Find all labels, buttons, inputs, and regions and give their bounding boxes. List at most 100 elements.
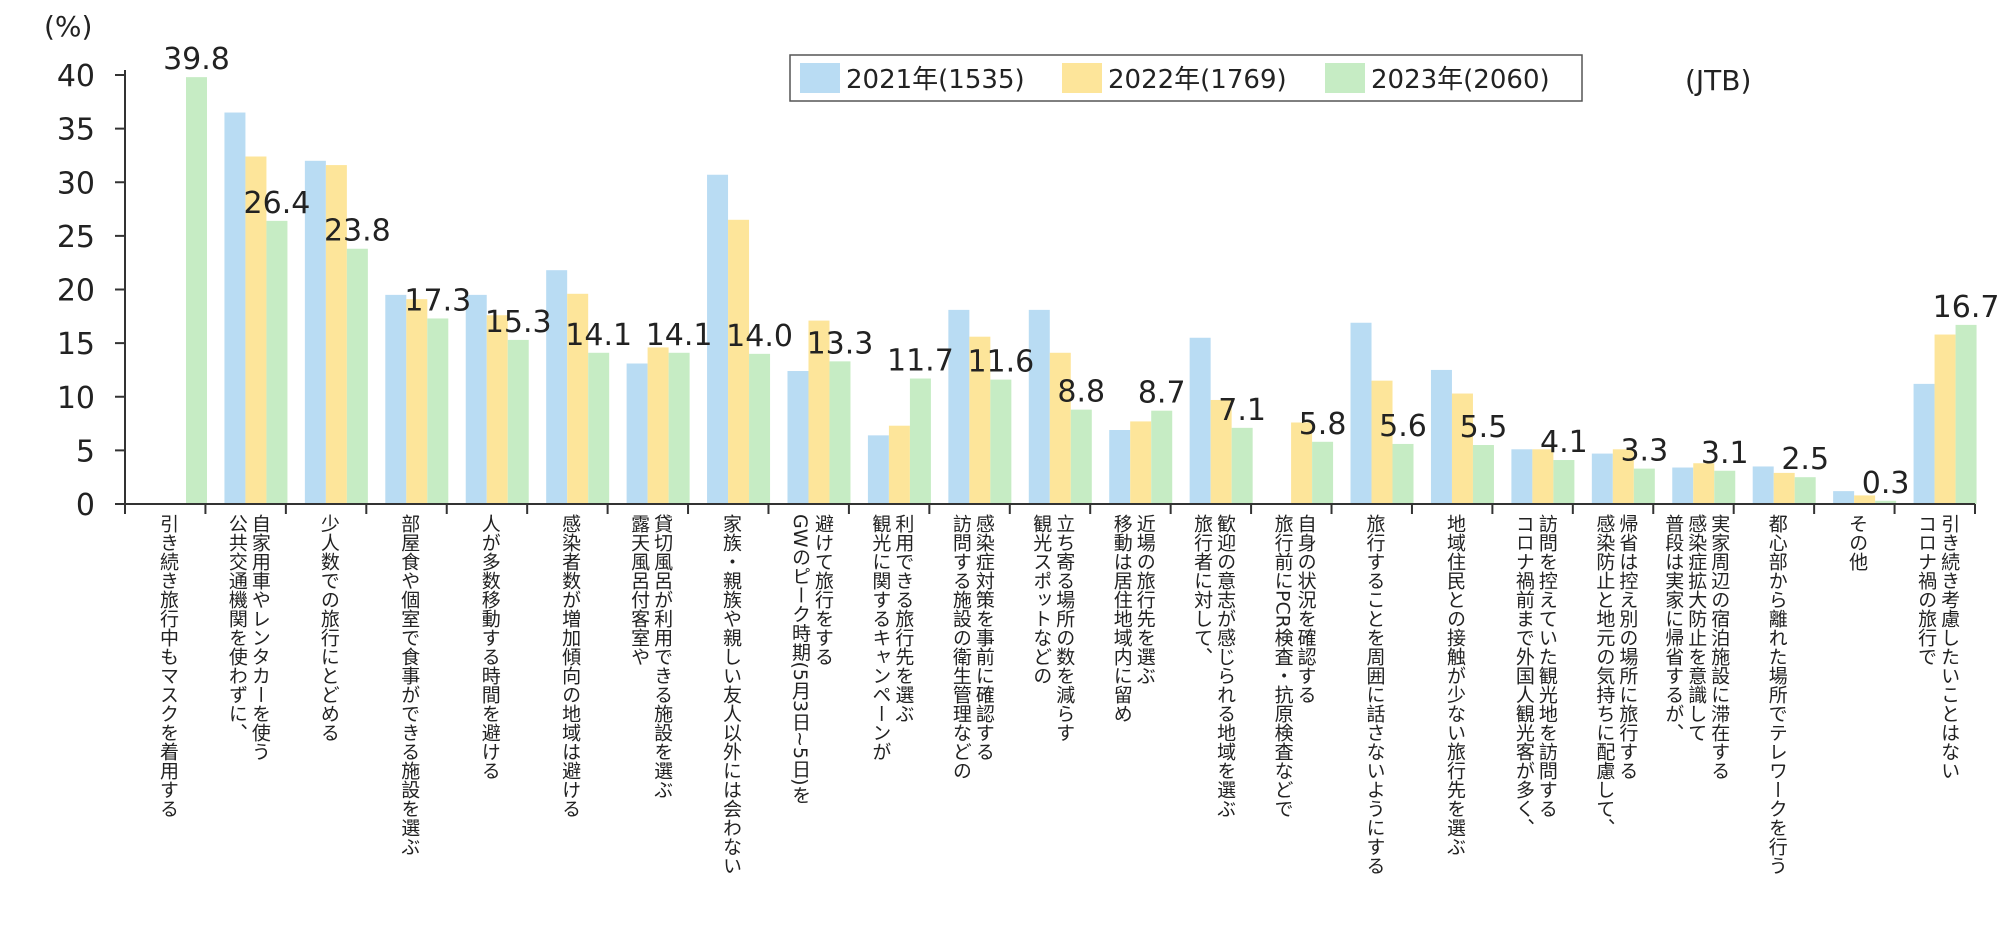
source-label: (JTB): [1685, 64, 1751, 97]
category-label: 旅行前にPCR検査・抗原検査などで: [1272, 514, 1294, 818]
category-label: 移動は居住地域内に留め: [1111, 514, 1133, 723]
bar: [507, 339, 529, 504]
bar: [1875, 500, 1897, 504]
category-label: 観光スポットなどの: [1030, 514, 1052, 685]
bar: [245, 156, 267, 504]
bar: [749, 353, 771, 504]
bar: [1049, 352, 1071, 504]
bar: [1553, 460, 1575, 504]
bar: [546, 270, 568, 504]
bar: [707, 174, 729, 504]
category-label: 旅行することを周囲に話さないようにする: [1364, 514, 1386, 875]
bar: [1752, 466, 1774, 504]
bar: [1833, 491, 1855, 504]
legend-label: 2022年(1769): [1108, 65, 1287, 95]
category-label: 人が多数移動する時間を避ける: [479, 514, 501, 780]
bar: [969, 336, 991, 504]
data-label: 8.7: [1138, 376, 1186, 411]
data-label: 14.1: [565, 318, 632, 353]
category-label: 地域住民との接触が少ない旅行先を選ぶ: [1444, 514, 1466, 856]
data-label: 11.7: [887, 344, 954, 379]
category-label: 訪問する施設の衛生管理などの: [950, 514, 972, 780]
data-label: 39.8: [163, 42, 230, 77]
bar: [1130, 421, 1152, 504]
data-label: 14.1: [646, 318, 713, 353]
bar: [1612, 449, 1634, 504]
data-label: 15.3: [485, 305, 552, 340]
bar: [1371, 380, 1393, 504]
y-tick-label: 15: [57, 327, 95, 362]
legend-label: 2021年(1535): [846, 65, 1025, 95]
bar: [728, 219, 750, 504]
data-label: 7.1: [1218, 393, 1266, 428]
bar: [1773, 472, 1795, 504]
category-label: 実家周辺の宿泊施設に滞在する: [1708, 514, 1730, 780]
bar: [1231, 427, 1253, 504]
bar: [304, 160, 326, 505]
category-label: 歓迎の意志が感じられる地域を選ぶ: [1214, 514, 1236, 818]
y-tick-label: 35: [57, 113, 95, 148]
data-label: 16.7: [1933, 290, 2000, 325]
bar: [346, 248, 368, 504]
category-label: 貸切風呂が利用できる施設を選ぶ: [651, 514, 673, 799]
category-label: 引き続き考慮したいことはない: [1938, 514, 1960, 780]
bar: [224, 112, 246, 504]
data-label: 5.5: [1460, 410, 1508, 445]
bar: [808, 320, 830, 504]
bar: [948, 309, 970, 504]
bar: [1672, 467, 1694, 504]
y-tick-label: 10: [57, 381, 95, 416]
bar: [1070, 409, 1092, 504]
bar: [829, 361, 851, 504]
bar: [1714, 470, 1736, 504]
bar: [1350, 322, 1372, 504]
bar: [1591, 453, 1613, 504]
data-label: 3.1: [1701, 436, 1749, 471]
bar: [1210, 399, 1232, 504]
category-label: 普段は実家に帰省するが、: [1662, 514, 1684, 742]
bar: [1392, 443, 1414, 504]
category-label: 立ち寄る場所の数を減らす: [1053, 514, 1075, 742]
bar: [1854, 495, 1876, 504]
bar: [1291, 422, 1313, 504]
bar: [867, 435, 889, 504]
bar: [385, 294, 407, 504]
data-label: 23.8: [324, 214, 391, 249]
bar: [1955, 324, 1977, 504]
bar: [325, 165, 347, 504]
bar: [1451, 393, 1473, 504]
data-label: 5.6: [1379, 409, 1427, 444]
bar: [787, 371, 809, 504]
data-label: 17.3: [404, 283, 471, 318]
legend: 2021年(1535) 2022年(1769) 2023年(2060): [789, 54, 1583, 102]
category-label: GWのピーク時期(5月3日~5日)を: [789, 514, 811, 805]
category-label: コロナ禍の旅行で: [1915, 514, 1937, 666]
bar: [1028, 309, 1050, 504]
bar: [186, 77, 207, 505]
bar: [1794, 477, 1816, 504]
category-label: 帰省は控え別の場所に旅行する: [1616, 514, 1638, 780]
data-label: 2.5: [1781, 442, 1829, 477]
category-label: 少人数での旅行にとどめる: [318, 514, 340, 742]
y-axis: 0 5 10 15 20 25 30 35 40: [57, 59, 126, 523]
bar: [626, 363, 648, 504]
bar: [1430, 369, 1452, 504]
bar: [1913, 383, 1935, 504]
y-tick-label: 25: [57, 220, 95, 255]
y-tick-label: 20: [57, 274, 95, 309]
category-label: 利用できる旅行先を選ぶ: [892, 514, 914, 723]
y-tick-label: 5: [76, 434, 95, 469]
bar: [888, 425, 910, 504]
bars: [186, 77, 1977, 505]
y-unit-label: (%): [44, 10, 92, 43]
bar: [406, 299, 428, 504]
category-labels: 引き続き旅行中もマスクを着用する 公共交通機関を使わずに、 自家用車やレンタカーを使…: [157, 514, 1960, 875]
bar: [647, 347, 669, 504]
x-axis: [124, 503, 1976, 514]
category-label: 都心部から離れた場所でテレワークを行う: [1766, 514, 1788, 875]
category-label: 観光に関するキャンペーンが: [869, 514, 891, 761]
data-label: 26.4: [244, 186, 311, 221]
bar: [1693, 463, 1715, 504]
bar: [567, 293, 589, 504]
data-label: 11.6: [967, 345, 1034, 380]
